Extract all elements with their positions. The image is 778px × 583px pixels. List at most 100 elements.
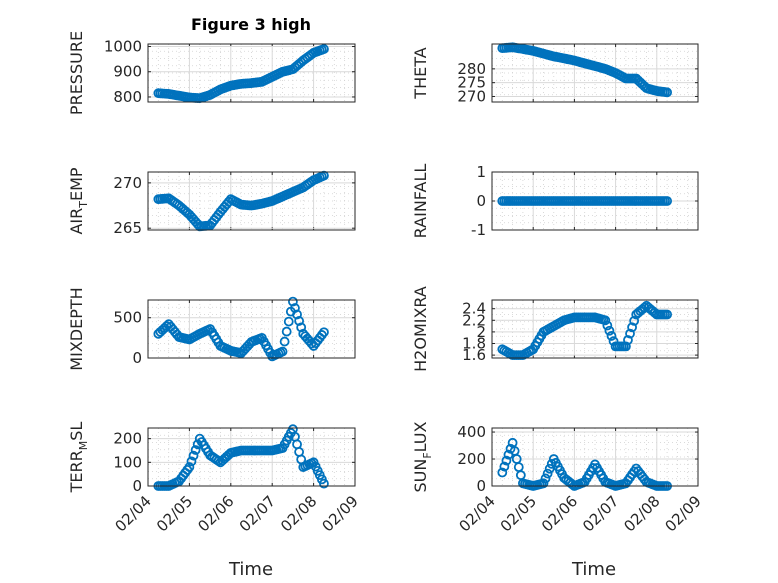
y-tick-label: 0 xyxy=(132,349,142,367)
data-point xyxy=(319,44,329,54)
axes-box xyxy=(491,171,699,231)
y-axis-label: SUNFLUX xyxy=(411,421,434,492)
data-point xyxy=(662,309,672,320)
y-tick-label: 200 xyxy=(113,430,142,448)
x-tick-label: 02/04 xyxy=(456,492,499,535)
x-tick-label: 02/07 xyxy=(579,492,622,535)
data-point xyxy=(604,325,615,336)
axes-box xyxy=(491,43,699,103)
x-tick-label: 02/07 xyxy=(236,492,279,535)
axes-box xyxy=(147,171,356,231)
y-tick-label: 2.2 xyxy=(462,311,486,329)
y-axis-label: RAINFALL xyxy=(411,164,430,239)
y-tick-label: 275 xyxy=(457,74,486,92)
axes-box xyxy=(491,299,699,359)
data-point xyxy=(538,478,549,489)
y-tick-label: 0 xyxy=(132,477,142,495)
x-tick-label: 02/06 xyxy=(194,492,237,535)
x-tick-label: 02/09 xyxy=(319,492,362,535)
subplot-4: -1 0 1 RAINFALL xyxy=(411,163,699,239)
x-tick-label: 02/08 xyxy=(277,492,320,535)
y-tick-label: 265 xyxy=(113,219,142,237)
data-point xyxy=(294,316,305,326)
x-tick-label: 02/05 xyxy=(153,492,196,535)
data-point xyxy=(499,461,510,472)
y-axis-label: H2OMIXRA xyxy=(411,286,430,372)
subplot-5: 0 500 MIXDEPTH xyxy=(67,287,356,371)
y-tick-label: 0 xyxy=(476,192,486,210)
y-tick-label: -1 xyxy=(471,221,486,239)
x-axis-label-left: Time xyxy=(228,559,273,580)
data-point xyxy=(277,346,288,357)
axes-box xyxy=(147,427,356,487)
y-axis-label: AIRTEMP xyxy=(67,167,90,234)
y-tick-label: 2 xyxy=(476,323,486,341)
data-point xyxy=(540,473,551,484)
data-point xyxy=(283,316,294,327)
data-point xyxy=(662,196,672,206)
y-tick-label: 2.4 xyxy=(462,300,486,318)
data-point xyxy=(639,302,650,313)
subplot-3: 265 270 AIRTEMP xyxy=(67,167,356,237)
data-point xyxy=(188,450,199,461)
y-tick-label: 280 xyxy=(457,60,486,78)
x-tick-label: 02/04 xyxy=(112,492,155,535)
data-point xyxy=(497,467,508,478)
y-tick-label: 1000 xyxy=(104,38,142,56)
data-point xyxy=(629,315,640,326)
y-tick-label: 200 xyxy=(457,450,486,468)
x-tick-label: 02/08 xyxy=(620,492,663,535)
axes-box xyxy=(147,43,356,103)
data-point xyxy=(621,341,631,352)
subplot-6: 1.61.822.22.4 H2OMIXRA xyxy=(411,286,699,372)
data-point xyxy=(319,327,329,338)
y-tick-label: 1.8 xyxy=(462,335,486,353)
data-point xyxy=(279,336,290,347)
data-point xyxy=(627,322,637,333)
y-axis-label: THETA xyxy=(411,47,430,99)
x-tick-label: 02/06 xyxy=(538,492,581,535)
subplot-1: 800 900 1000 PRESSURE xyxy=(67,31,356,115)
axes-box xyxy=(147,299,356,359)
y-axis-label: PRESSURE xyxy=(67,31,86,115)
data-point xyxy=(190,445,201,455)
data-point xyxy=(600,315,611,326)
x-axis-label-right: Time xyxy=(571,559,616,580)
y-tick-label: 1 xyxy=(476,163,486,181)
data-point xyxy=(501,455,512,466)
y-tick-label: 1.6 xyxy=(462,346,486,364)
y-axis-label: MIXDEPTH xyxy=(67,287,86,370)
data-point xyxy=(602,320,613,331)
data-point xyxy=(542,468,553,479)
y-tick-label: 100 xyxy=(113,453,142,471)
figure-title: Figure 3 high xyxy=(191,15,311,34)
y-tick-label: 400 xyxy=(457,423,486,441)
data-point xyxy=(184,462,195,472)
y-axis-label: TERRMSL xyxy=(67,422,90,494)
x-tick-label: 02/09 xyxy=(662,492,705,535)
data-point xyxy=(186,456,197,467)
data-point xyxy=(623,335,633,345)
data-point xyxy=(287,296,298,307)
data-point xyxy=(290,303,300,313)
y-tick-label: 500 xyxy=(113,309,142,327)
x-tick-label: 02/05 xyxy=(497,492,540,535)
axes-box xyxy=(491,427,699,487)
data-point xyxy=(662,87,672,98)
data-point xyxy=(319,478,329,489)
data-point xyxy=(625,328,635,339)
y-tick-label: 900 xyxy=(113,63,142,81)
data-point xyxy=(606,331,617,341)
y-tick-label: 800 xyxy=(113,88,142,106)
data-point xyxy=(281,326,292,337)
data-point xyxy=(296,322,307,333)
y-tick-label: 270 xyxy=(113,174,142,192)
data-point xyxy=(292,309,302,320)
y-tick-label: 0 xyxy=(476,477,486,495)
